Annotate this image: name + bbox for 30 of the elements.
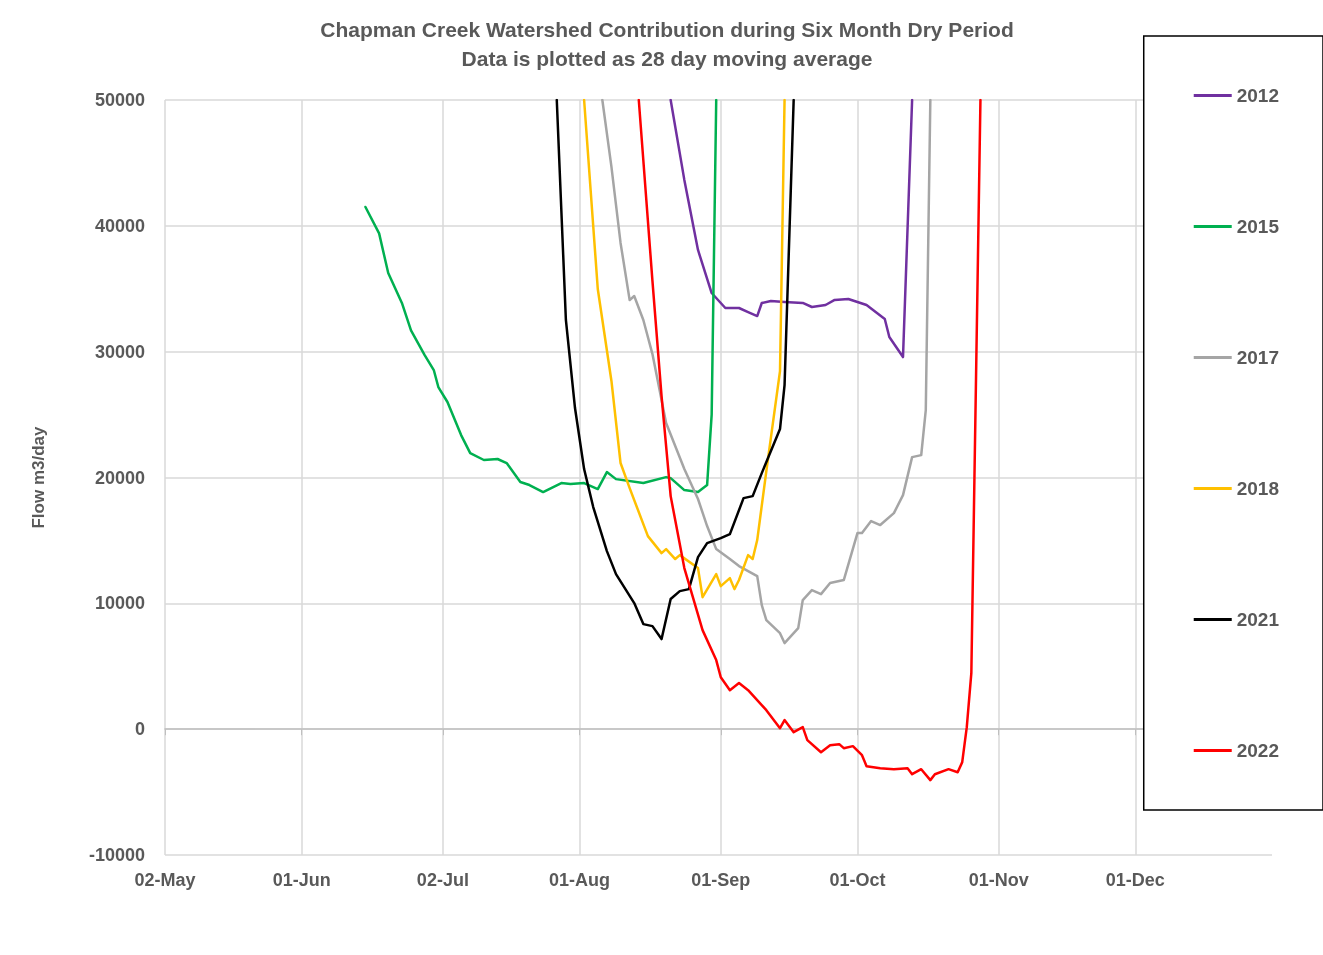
y-tick-label: 40000 (94, 215, 145, 236)
line-series (669, 98, 914, 359)
line-series (364, 98, 718, 494)
legend-label: 2022 (1236, 740, 1280, 761)
y-tick-label: -10000 (88, 845, 145, 865)
y-tick-label: 50000 (94, 90, 145, 110)
line-series (582, 98, 786, 599)
chart-subtitle: Data is plotted as 28 day moving average (461, 47, 873, 70)
chart-title: Chapman Creek Watershed Contribution during Six Month Dry Period (320, 18, 1014, 41)
legend-label: 2012 (1236, 85, 1280, 106)
y-tick-label: 30000 (94, 341, 145, 362)
x-tick-label: 01-Dec (1105, 870, 1165, 890)
line-series (555, 98, 795, 641)
y-tick-label: 10000 (94, 593, 145, 614)
x-tick-label: 01-Aug (549, 870, 611, 890)
x-tick-label: 02-Jul (416, 870, 469, 890)
legend-label: 2021 (1236, 609, 1280, 630)
line-series (601, 98, 932, 645)
x-tick-label: 02-May (134, 870, 196, 890)
x-tick-label: 01-Nov (968, 870, 1029, 890)
x-tick-label: 01-Sep (691, 870, 751, 890)
legend-label: 2017 (1236, 347, 1280, 368)
y-tick-label: 20000 (94, 467, 145, 488)
x-tick-label: 01-Oct (829, 870, 886, 890)
legend-label: 2015 (1236, 216, 1280, 237)
y-axis-title: Flow m3/day (29, 425, 48, 529)
line-series (637, 98, 982, 782)
legend-label: 2018 (1236, 478, 1280, 499)
y-tick-label: 0 (134, 719, 145, 740)
x-tick-label: 01-Jun (272, 870, 331, 890)
